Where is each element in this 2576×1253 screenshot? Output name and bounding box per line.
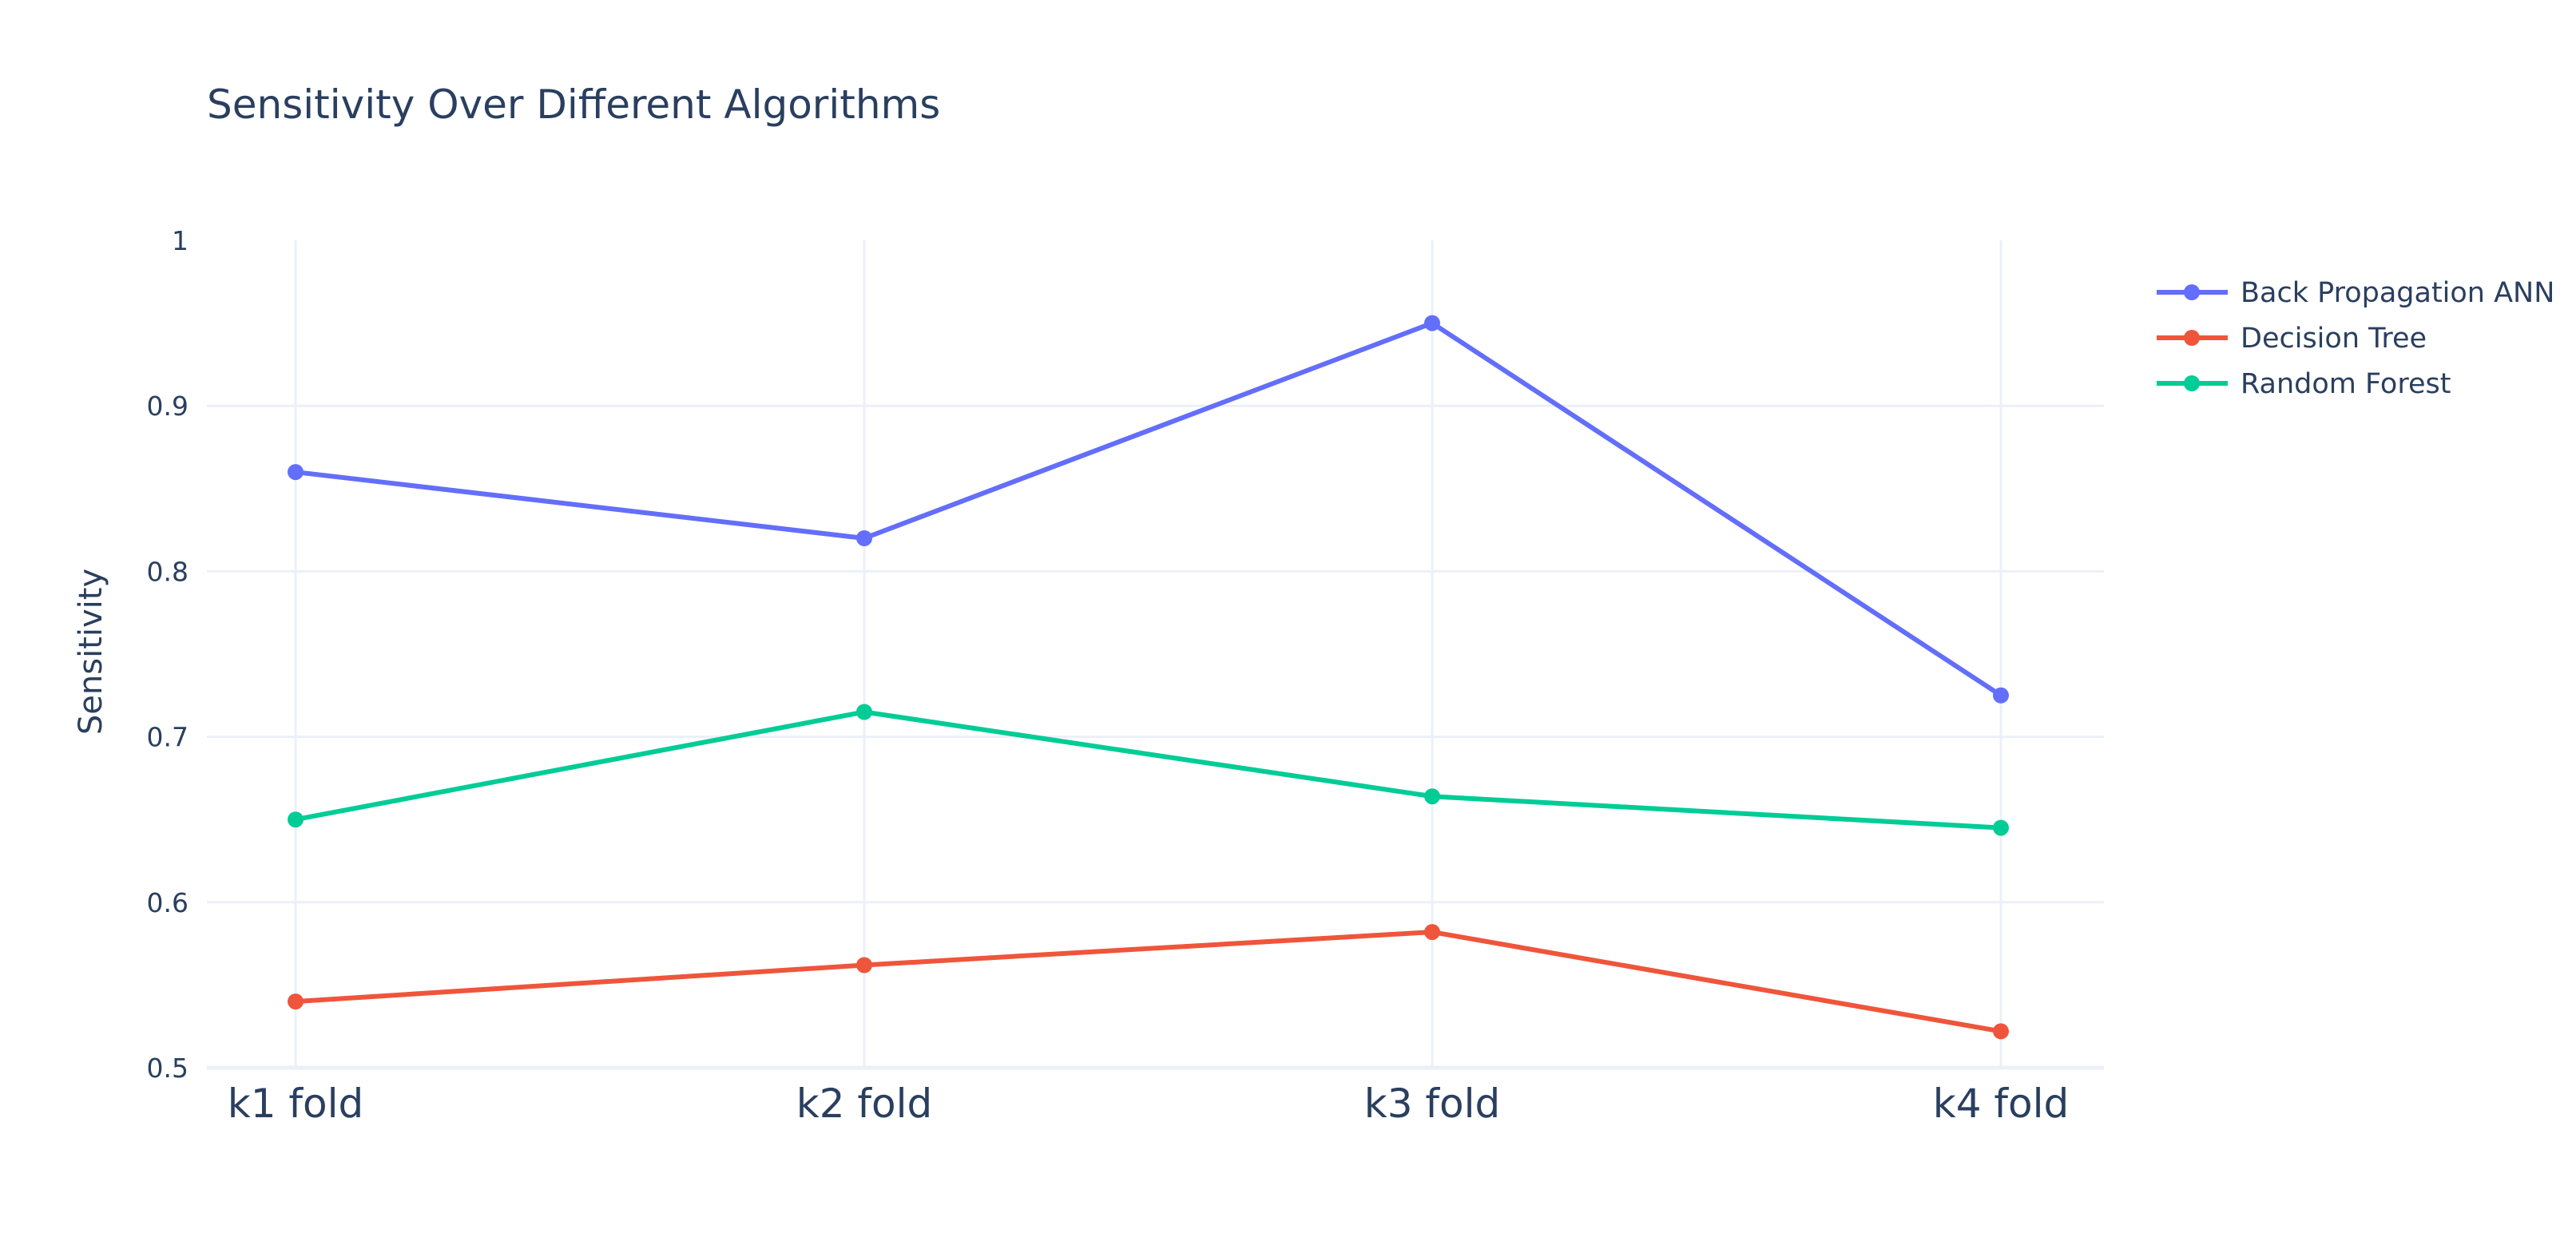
series-2 (288, 704, 2009, 836)
y-tick-label: 0.9 (147, 391, 189, 422)
series-line (293, 709, 2003, 831)
legend-item[interactable]: Decision Tree (2157, 323, 2427, 355)
legend-item[interactable]: Back Propagation ANN (2157, 277, 2554, 309)
legend: Back Propagation ANN Decision Tree Random … (2157, 277, 2554, 400)
y-tick-label: 0.5 (147, 1053, 189, 1084)
chart-title: Sensitivity Over Different Algorithms (207, 81, 940, 128)
series-0 (288, 315, 2009, 704)
data-point (856, 957, 872, 973)
y-tick-label: 0.8 (147, 556, 189, 587)
data-point (1424, 788, 1440, 805)
legend-marker (2184, 375, 2200, 391)
data-point (1424, 315, 1440, 331)
x-tick-label: k3 fold (1364, 1081, 1500, 1127)
x-axis: k1 fold k2 fold k3 fold k4 fold (228, 1081, 2069, 1127)
legend-marker (2184, 284, 2200, 300)
data-point (1993, 687, 2009, 704)
series-line (293, 930, 2003, 1034)
grid (207, 240, 2104, 1070)
y-tick-label: 1 (172, 225, 189, 256)
y-axis-title: Sensitivity (73, 569, 109, 735)
data-point (856, 530, 872, 546)
legend-label: Decision Tree (2241, 323, 2427, 355)
legend-label: Random Forest (2241, 368, 2451, 400)
legend-label: Back Propagation ANN (2241, 277, 2554, 309)
data-point (288, 993, 304, 1010)
data-point (1424, 924, 1440, 941)
data-point (288, 811, 304, 828)
series-line (293, 320, 2003, 698)
legend-marker (2184, 330, 2200, 346)
series-1 (288, 924, 2009, 1040)
x-tick-label: k4 fold (1933, 1081, 2069, 1127)
y-tick-label: 0.6 (147, 887, 189, 918)
data-point (856, 704, 872, 720)
plot-area (288, 315, 2009, 1040)
data-point (1993, 819, 2009, 836)
data-point (288, 464, 304, 481)
x-tick-label: k1 fold (228, 1081, 363, 1127)
y-tick-label: 0.7 (147, 722, 189, 753)
y-axis: 0.5 0.6 0.7 0.8 0.9 1 (147, 225, 189, 1084)
legend-item[interactable]: Random Forest (2157, 368, 2451, 400)
data-point (1993, 1023, 2009, 1040)
x-tick-label: k2 fold (796, 1081, 932, 1127)
